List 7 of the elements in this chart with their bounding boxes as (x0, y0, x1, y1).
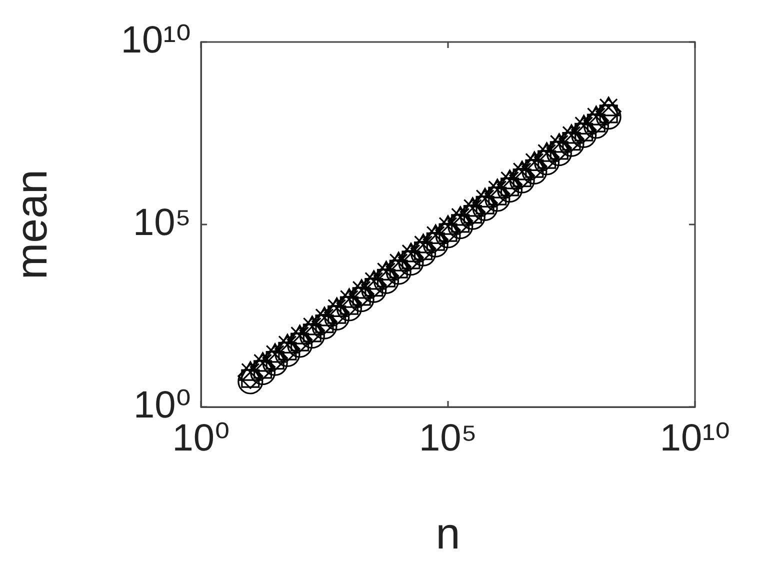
x-tick-label: 10⁵ (418, 417, 478, 460)
x-tick-label: 10¹⁰ (660, 417, 730, 460)
y-tick-label: 10⁵ (132, 202, 191, 244)
y-tick-label: 10¹⁰ (120, 19, 191, 62)
x-tick-label: 10⁰ (172, 417, 230, 460)
x-axis-title: n (436, 510, 460, 559)
y-axis-title: mean (8, 169, 57, 280)
